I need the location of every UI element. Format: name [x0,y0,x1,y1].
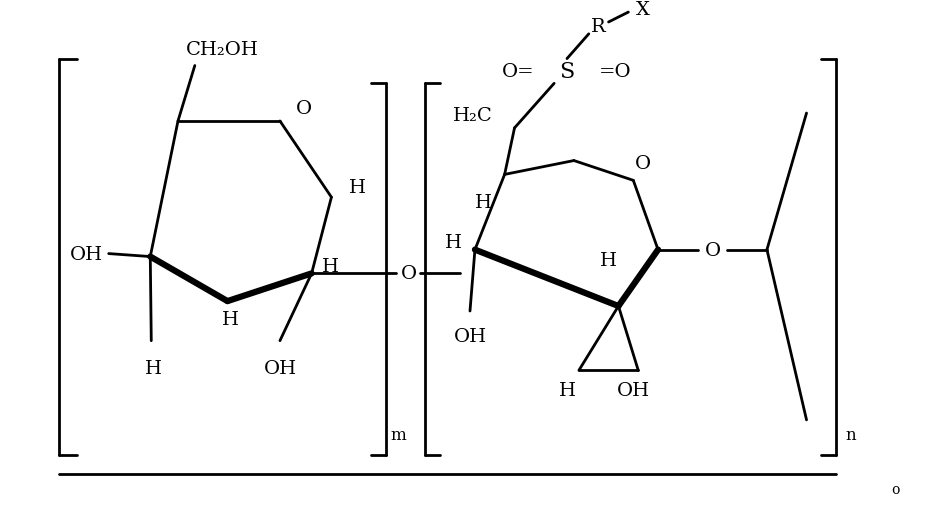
Text: S: S [559,61,575,83]
Text: R: R [591,18,606,36]
Text: =O: =O [598,63,631,81]
Text: O: O [635,154,651,172]
Text: CH₂OH: CH₂OH [186,40,259,59]
Text: o: o [891,482,900,496]
Text: OH: OH [69,245,102,263]
Text: O=: O= [502,63,535,81]
Text: m: m [391,426,406,443]
Text: H₂C: H₂C [453,107,492,125]
Text: OH: OH [264,360,296,378]
Text: O: O [295,100,311,118]
Text: H: H [144,360,161,378]
Text: n: n [846,426,856,443]
Text: H: H [558,381,576,399]
Text: O: O [704,241,720,259]
Text: H: H [349,179,366,197]
Text: OH: OH [617,381,650,399]
Text: OH: OH [453,327,487,345]
Text: H: H [322,258,339,276]
Text: X: X [636,1,650,19]
Text: H: H [475,194,492,212]
Text: O: O [401,265,416,283]
Text: H: H [222,310,239,328]
Text: H: H [445,233,462,251]
Text: H: H [600,251,617,269]
